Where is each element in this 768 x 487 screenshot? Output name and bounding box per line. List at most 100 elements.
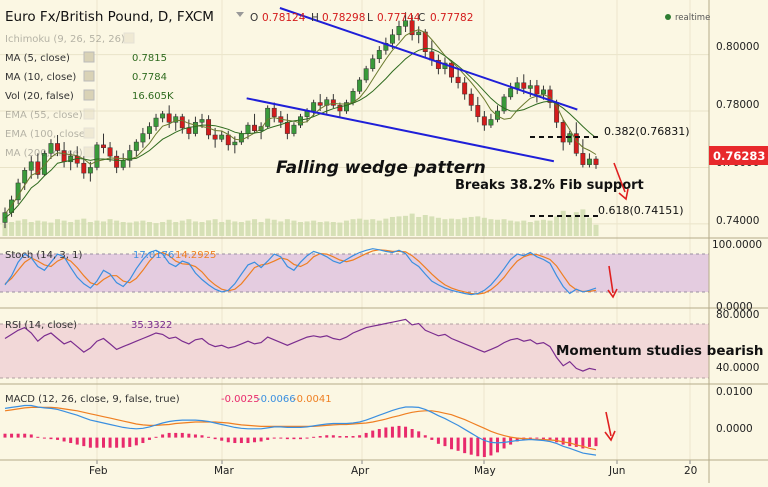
candle-body <box>166 113 172 123</box>
macd-histogram-bar <box>3 433 7 438</box>
macd-histogram-bar <box>325 435 329 438</box>
macd-line <box>4 404 597 456</box>
candle-body <box>173 116 179 123</box>
volume-bar <box>61 220 67 236</box>
volume-bar <box>547 220 553 236</box>
volume-bar <box>173 222 179 236</box>
candle-body <box>396 26 402 36</box>
candle-body <box>81 162 87 174</box>
candle-body <box>449 62 454 78</box>
candle-body <box>28 161 34 171</box>
candle-body <box>271 107 277 117</box>
realtime-dot-icon <box>665 14 671 20</box>
macd-histogram-bar <box>121 437 125 448</box>
legend-label: MA (10, close) <box>5 72 76 83</box>
macd-histogram-bar <box>364 432 368 438</box>
macd-histogram-bar <box>161 434 165 438</box>
rsi-line <box>4 318 597 372</box>
macd-signal-line <box>4 406 597 451</box>
macd-histogram-bar <box>108 437 112 448</box>
time-tick: Mar <box>214 465 234 477</box>
macd-histogram-bar <box>115 437 119 448</box>
candle-body <box>521 82 527 89</box>
stoch-d-line <box>4 249 597 295</box>
legend-label: Ichimoku (9, 26, 52, 26) <box>5 34 125 45</box>
symbol-menu-icon[interactable] <box>236 12 244 17</box>
volume-bar <box>429 216 435 236</box>
candle-body <box>370 58 376 69</box>
macd-histogram-bar <box>42 437 46 439</box>
candle-body <box>232 141 238 146</box>
volume-bar <box>567 215 573 236</box>
macd-histogram-bar <box>463 437 467 454</box>
macd-label: MACD (12, 26, close, 9, false, true) <box>5 394 180 405</box>
volume-bar <box>462 217 468 236</box>
candle-body <box>101 144 106 148</box>
macd-tick: 0.0100 <box>716 386 753 398</box>
macd-label-group: MACD (12, 26, close, 9, false, true) -0.… <box>5 394 332 405</box>
stoch-d-value: 14.2925 <box>175 250 216 261</box>
volume-bar <box>166 219 172 236</box>
volume-bar <box>376 220 382 236</box>
volume-bar <box>468 216 474 236</box>
volume-bar <box>179 220 185 236</box>
volume-bar <box>212 219 218 236</box>
volume-bar <box>284 219 290 236</box>
candle-body <box>357 79 363 92</box>
volume-bar <box>540 219 546 236</box>
candle-body <box>199 119 205 123</box>
realtime-label: realtime <box>675 13 710 23</box>
macd-histogram-bar <box>62 437 66 442</box>
volume-bar <box>55 219 61 236</box>
macd-histogram-bar <box>200 435 204 438</box>
macd-histogram-bar <box>443 437 447 447</box>
macd-arrow <box>604 411 616 442</box>
wedge-lower-line <box>246 97 555 163</box>
candle-body <box>422 31 428 52</box>
macd-histogram-bar <box>36 436 40 438</box>
volume-bar <box>68 222 74 236</box>
candle-body <box>508 88 514 98</box>
macd-value-2: -0.0066 <box>257 394 296 405</box>
ma5-line <box>4 29 597 215</box>
ohlc-c-value: 0.77782 <box>430 12 473 24</box>
macd-histogram-bar <box>417 431 421 438</box>
fib-618-label: 0.618(0.74151) <box>598 204 684 217</box>
macd-histogram-bar <box>285 437 289 440</box>
time-tick: 20 <box>684 465 697 477</box>
time-tick: Jun <box>608 465 625 477</box>
ohlc-o-value: 0.78124 <box>262 12 306 24</box>
volume-bar <box>9 222 15 236</box>
macd-histogram-bar <box>134 437 138 446</box>
legend-row: MA (200, close) <box>5 146 95 159</box>
macd-histogram-bar <box>528 437 532 439</box>
macd-histogram-bar <box>226 437 230 443</box>
legend-value: 16.605K <box>132 91 174 102</box>
candle-body <box>114 155 120 168</box>
wedge-overlays <box>246 7 578 163</box>
macd-histogram-bar <box>279 437 283 439</box>
macd-histogram-bar <box>496 437 499 453</box>
volume-bar <box>278 221 284 236</box>
volume-bar <box>186 219 192 236</box>
candle-body <box>153 117 159 127</box>
volume-bar <box>514 221 520 236</box>
legend-toggle-icon <box>123 32 135 44</box>
macd-histogram-bar <box>69 437 73 444</box>
macd-histogram-bar <box>331 435 335 438</box>
candle-body <box>127 150 133 161</box>
rsi-tick: 40.0000 <box>716 362 759 374</box>
moving-averages <box>4 29 597 219</box>
candle-body <box>409 20 415 36</box>
macd-histogram-bar <box>259 437 263 442</box>
macd-histogram-bar <box>141 437 145 444</box>
candle-body <box>527 85 533 89</box>
stoch-tick: 0.0000 <box>716 301 753 313</box>
volume-bar <box>206 220 212 236</box>
volume-bars <box>2 209 599 236</box>
volume-bar <box>383 218 389 236</box>
candle-body <box>140 133 146 143</box>
volume-bar <box>495 219 500 236</box>
